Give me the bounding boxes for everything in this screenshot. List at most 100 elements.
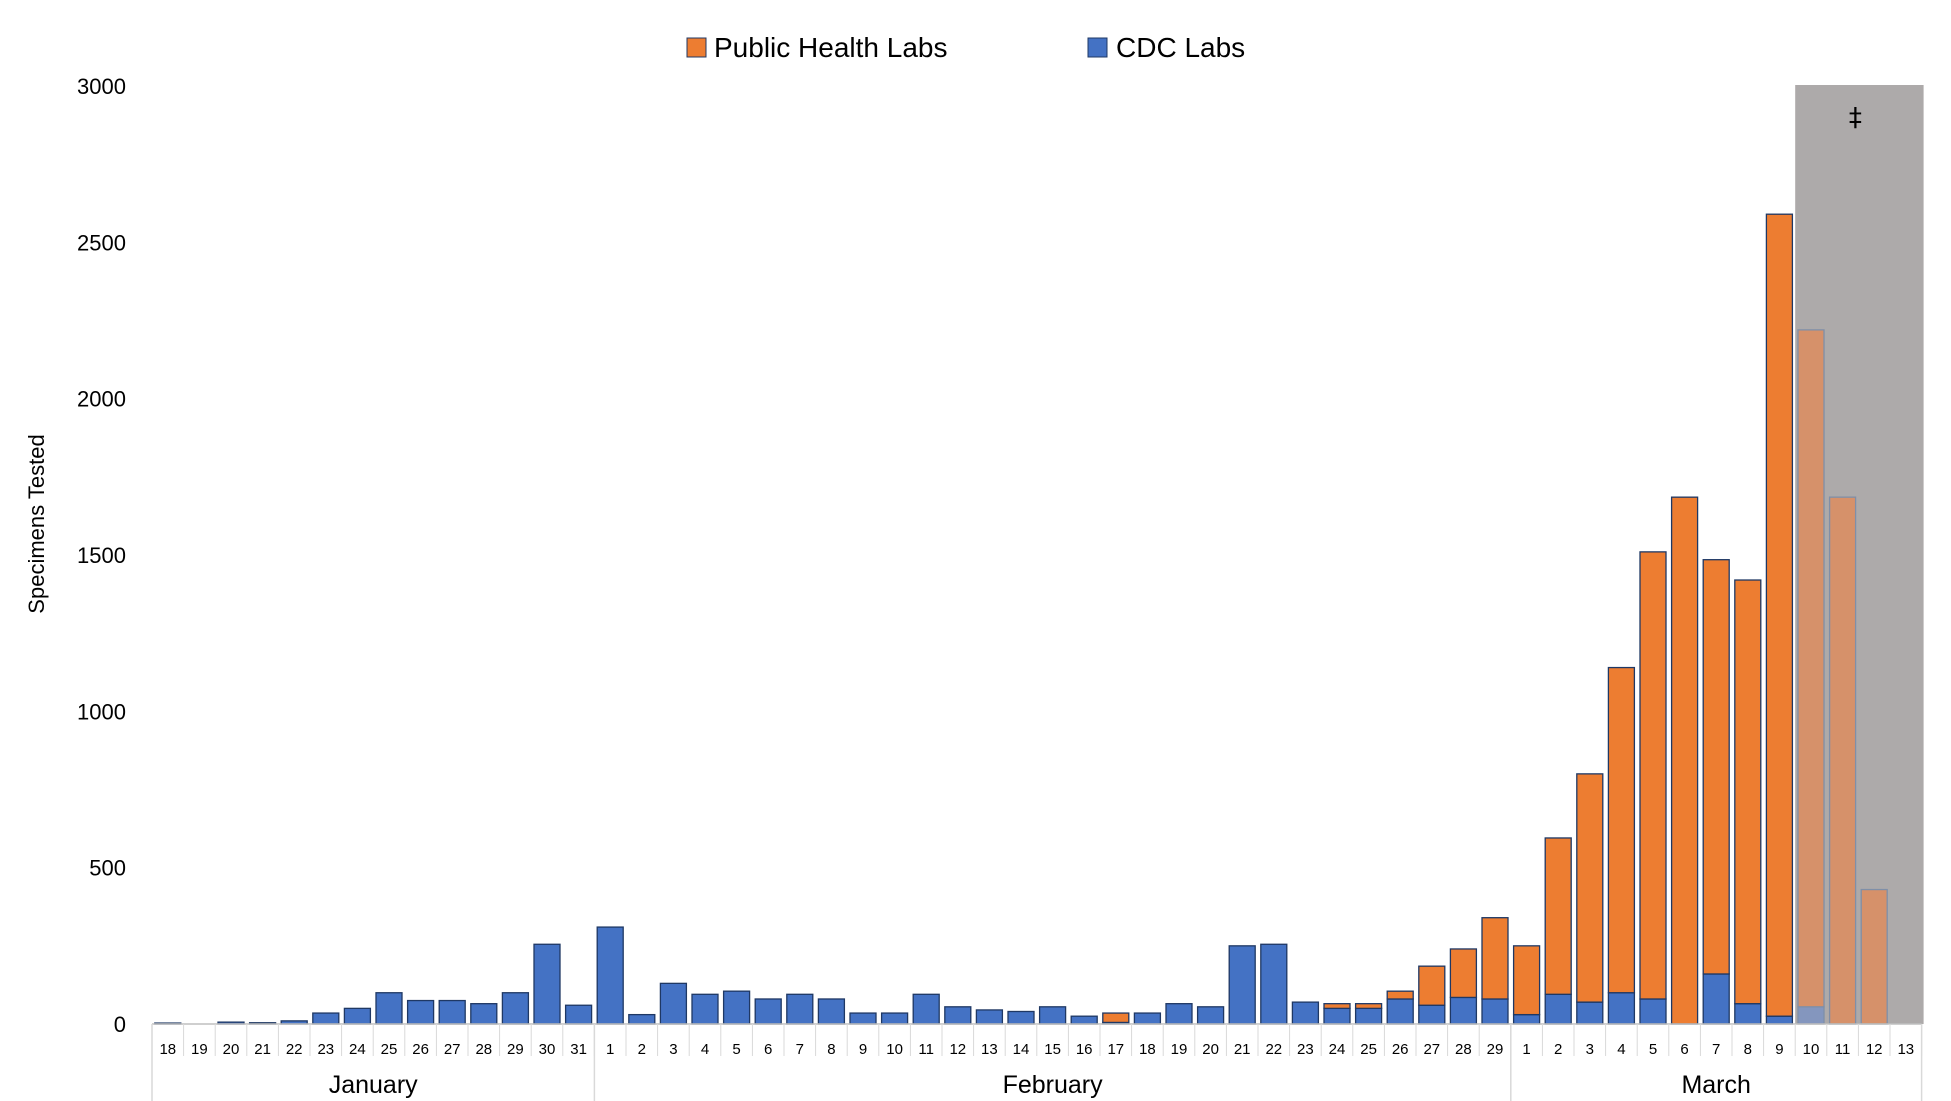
- x-tick-label: 12: [1866, 1041, 1883, 1058]
- month-label: January: [329, 1071, 418, 1099]
- bar-public-health-labs: [1386, 990, 1414, 1000]
- legend-swatch-public-health: [686, 37, 707, 58]
- x-tick-label: 11: [1835, 1041, 1851, 1058]
- bar-public-health-labs: [1512, 945, 1541, 1016]
- month-label: March: [1681, 1071, 1750, 1099]
- bar-public-health-labs: [1828, 496, 1857, 1025]
- x-tick-label: 27: [1423, 1041, 1440, 1058]
- x-tick-label: 9: [1775, 1041, 1783, 1058]
- x-tick-label: 22: [286, 1041, 303, 1058]
- x-tick-label: 23: [1297, 1041, 1314, 1058]
- bar-cdc-labs: [1797, 1006, 1825, 1025]
- bar-cdc-labs: [564, 1004, 593, 1025]
- bar-cdc-labs: [1607, 992, 1636, 1025]
- x-tick-label: 18: [159, 1041, 176, 1058]
- x-tick-label: 17: [1107, 1041, 1124, 1058]
- bar-cdc-labs: [406, 999, 435, 1025]
- x-tick-label: 7: [1712, 1041, 1720, 1058]
- y-tick-label: 1000: [77, 699, 126, 724]
- x-tick-label: 2: [1554, 1041, 1562, 1058]
- bars: [154, 213, 1888, 1025]
- bar-cdc-labs: [596, 926, 624, 1025]
- bar-cdc-labs: [1449, 996, 1478, 1025]
- y-axis-label: Specimens Tested: [24, 434, 49, 613]
- bar-cdc-labs: [1639, 998, 1667, 1025]
- bar-cdc-labs: [1702, 973, 1730, 1025]
- x-tick-label: 14: [1013, 1041, 1030, 1058]
- x-tick-label: 2: [638, 1041, 646, 1058]
- bar-cdc-labs: [659, 982, 688, 1025]
- bar-public-health-labs: [1576, 773, 1604, 1003]
- bar-cdc-labs: [375, 992, 403, 1025]
- legend-label-cdc: CDC Labs: [1116, 32, 1245, 63]
- bar-cdc-labs: [849, 1012, 877, 1025]
- bar-cdc-labs: [912, 993, 940, 1025]
- x-tick-label: 10: [1803, 1041, 1820, 1058]
- x-tick-label: 19: [1171, 1041, 1188, 1058]
- x-tick-label: 24: [1329, 1041, 1346, 1058]
- bar-cdc-labs: [1038, 1006, 1067, 1025]
- shaded-annotation: ‡: [1849, 103, 1862, 133]
- bar-cdc-labs: [1576, 1001, 1604, 1025]
- bar-public-health-labs: [1702, 559, 1730, 975]
- bar-public-health-labs: [1354, 1003, 1383, 1010]
- x-tick-label: 7: [796, 1041, 804, 1058]
- x-tick-label: 1: [606, 1041, 614, 1058]
- x-tick-label: 29: [1487, 1041, 1504, 1058]
- x-tick-label: 26: [412, 1041, 429, 1058]
- y-tick-label: 3000: [77, 74, 126, 99]
- bar-cdc-labs: [312, 1012, 340, 1025]
- bar-public-health-labs: [1765, 213, 1794, 1017]
- legend-label-public-health: Public Health Labs: [714, 32, 947, 63]
- bar-public-health-labs: [1670, 496, 1699, 1025]
- bar-public-health-labs: [1481, 917, 1509, 1000]
- x-tick-label: 21: [1234, 1041, 1251, 1058]
- x-tick-label: 1: [1522, 1041, 1530, 1058]
- bar-cdc-labs: [1418, 1004, 1446, 1025]
- y-tick-label: 500: [89, 856, 126, 881]
- x-tick-label: 13: [1897, 1041, 1914, 1058]
- bar-cdc-labs: [1196, 1006, 1225, 1025]
- bar-cdc-labs: [1481, 998, 1509, 1025]
- bar-cdc-labs: [533, 943, 561, 1025]
- bar-cdc-labs: [1070, 1015, 1098, 1025]
- bar-cdc-labs: [1386, 998, 1414, 1025]
- bar-cdc-labs: [1165, 1003, 1193, 1025]
- x-tick-label: 6: [764, 1041, 772, 1058]
- x-tick-label: 9: [859, 1041, 867, 1058]
- x-tick-label: 27: [444, 1041, 461, 1058]
- bar-cdc-labs: [1260, 943, 1288, 1025]
- bar-cdc-labs: [1512, 1013, 1541, 1025]
- bar-cdc-labs: [786, 993, 814, 1025]
- x-tick-label: 26: [1392, 1041, 1409, 1058]
- x-axis: 18 19 20 21 22 23 24 25 26 27 28 29 30 31 1 2 3 4 5 6 7 8 9 10 1…: [151, 1023, 1923, 1101]
- bar-cdc-labs: [754, 998, 782, 1025]
- bar-cdc-labs: [1133, 1012, 1162, 1025]
- bar-cdc-labs: [501, 992, 530, 1025]
- bar-cdc-labs: [1734, 1003, 1762, 1025]
- bar-cdc-labs: [1765, 1015, 1794, 1025]
- bar-public-health-labs: [1323, 1003, 1351, 1010]
- y-tick-label: 2500: [77, 230, 126, 255]
- x-tick-label: 11: [918, 1041, 934, 1058]
- bar-cdc-labs: [438, 999, 466, 1025]
- bar-cdc-labs: [944, 1006, 972, 1025]
- x-tick-label: 20: [223, 1041, 240, 1058]
- bar-public-health-labs: [1639, 551, 1667, 1000]
- bar-cdc-labs: [1007, 1010, 1035, 1025]
- x-tick-label: 5: [732, 1041, 740, 1058]
- x-tick-label: 8: [827, 1041, 835, 1058]
- x-tick-label: 19: [191, 1041, 208, 1058]
- bar-cdc-labs: [1544, 993, 1572, 1025]
- x-tick-label: 29: [507, 1041, 524, 1058]
- bar-public-health-labs: [1102, 1012, 1130, 1024]
- bar-public-health-labs: [1734, 579, 1762, 1005]
- month-label: February: [1003, 1071, 1104, 1099]
- x-tick-label: 16: [1076, 1041, 1093, 1058]
- x-tick-label: 4: [1617, 1041, 1625, 1058]
- x-tick-label: 10: [886, 1041, 903, 1058]
- x-tick-label: 15: [1044, 1041, 1061, 1058]
- x-tick-label: 25: [1360, 1041, 1377, 1058]
- bar-cdc-labs: [975, 1009, 1004, 1025]
